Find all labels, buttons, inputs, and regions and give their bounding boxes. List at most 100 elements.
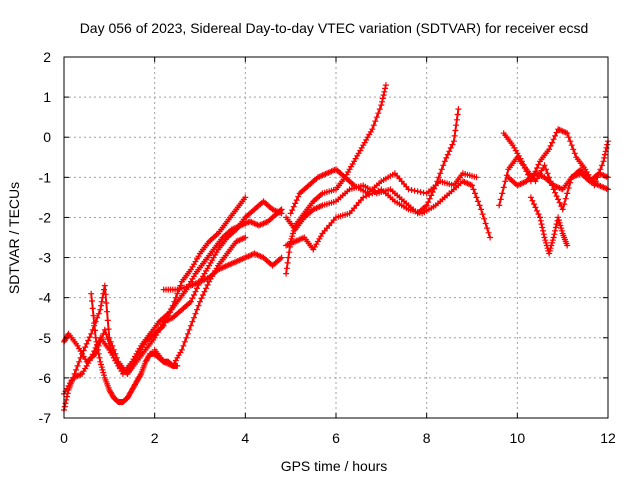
data-point (540, 227, 546, 234)
x-tick-label: 2 (151, 430, 159, 446)
data-point (500, 184, 507, 191)
data-point (561, 201, 568, 208)
data-point (289, 233, 296, 240)
data-point (70, 374, 77, 381)
data-point (283, 265, 290, 272)
series-track-13 (527, 194, 571, 258)
data-point (487, 234, 494, 241)
data-point (478, 206, 485, 213)
data-point (181, 338, 188, 345)
data-point (425, 199, 432, 206)
data-point (191, 292, 197, 298)
data-point (564, 242, 571, 249)
data-point (473, 174, 480, 181)
data-point (440, 162, 447, 169)
data-point (437, 170, 444, 177)
y-tick-label: 2 (43, 49, 51, 65)
series-track-14 (505, 170, 611, 193)
data-point (98, 364, 105, 371)
data-point (91, 320, 98, 327)
data-point (381, 88, 388, 95)
data-point (88, 290, 95, 297)
data-point (548, 242, 555, 249)
data-point (552, 189, 559, 196)
x-tick-label: 0 (60, 430, 68, 446)
data-point (479, 211, 486, 218)
data-point (200, 292, 206, 298)
data-point (476, 202, 483, 209)
data-point (473, 194, 480, 201)
data-point (380, 92, 387, 99)
data-point (98, 361, 104, 368)
x-tick-label: 10 (510, 430, 526, 446)
data-point (484, 225, 491, 232)
data-point (568, 142, 575, 149)
data-point (98, 298, 105, 305)
y-tick-label: -5 (39, 330, 52, 346)
data-point (187, 298, 194, 305)
data-point (100, 369, 107, 376)
data-point (201, 288, 208, 295)
data-point (375, 110, 382, 117)
data-point (160, 322, 167, 329)
data-point (71, 370, 78, 377)
data-point (472, 190, 478, 197)
data-point (372, 118, 379, 125)
data-point (89, 305, 96, 312)
data-point (162, 319, 169, 326)
data-point (64, 393, 70, 400)
data-point (556, 219, 563, 226)
chart-title: Day 056 of 2023, Sidereal Day-to-day VTE… (80, 20, 589, 36)
data-point (546, 146, 553, 153)
data-point (559, 206, 566, 213)
data-point (550, 136, 557, 143)
data-point (553, 221, 560, 228)
data-point (529, 197, 536, 204)
data-point (571, 150, 578, 157)
y-axis-title: SDTVAR / TECUs (6, 182, 22, 294)
y-tick-label: -6 (39, 370, 52, 386)
data-point (137, 372, 144, 379)
data-point (527, 194, 534, 201)
y-tick-label: -1 (39, 169, 52, 185)
data-point (90, 312, 97, 319)
data-point (417, 189, 424, 195)
data-point (287, 210, 294, 217)
y-tick-label: -3 (39, 250, 52, 266)
data-point (539, 224, 546, 231)
y-tick-label: 0 (43, 129, 51, 145)
data-point (408, 187, 415, 193)
data-point (603, 144, 610, 151)
data-point (481, 215, 488, 222)
data-point (420, 189, 427, 196)
data-point (107, 338, 114, 345)
data-point (101, 372, 107, 379)
data-point (95, 350, 102, 357)
data-point (242, 194, 249, 201)
data-point (537, 214, 543, 221)
data-point (540, 231, 547, 238)
data-point (91, 348, 98, 355)
data-point (600, 158, 607, 165)
data-point (555, 217, 562, 224)
data-point (195, 302, 202, 309)
data-point (451, 132, 458, 139)
data-point (73, 366, 80, 373)
x-tick-label: 6 (332, 430, 340, 446)
x-axis-title: GPS time / hours (281, 458, 388, 474)
series-track-3 (61, 194, 249, 397)
data-point (82, 344, 89, 351)
data-point (103, 300, 110, 306)
data-point (453, 116, 460, 123)
data-point (106, 334, 113, 341)
data-point (180, 342, 187, 349)
data-point (61, 403, 68, 410)
data-point (189, 295, 196, 302)
data-point (289, 207, 296, 214)
series-track-10 (287, 166, 480, 217)
data-point (541, 234, 548, 241)
data-point (77, 354, 84, 361)
data-point (184, 330, 191, 337)
grid (64, 57, 608, 418)
data-point (379, 98, 386, 105)
